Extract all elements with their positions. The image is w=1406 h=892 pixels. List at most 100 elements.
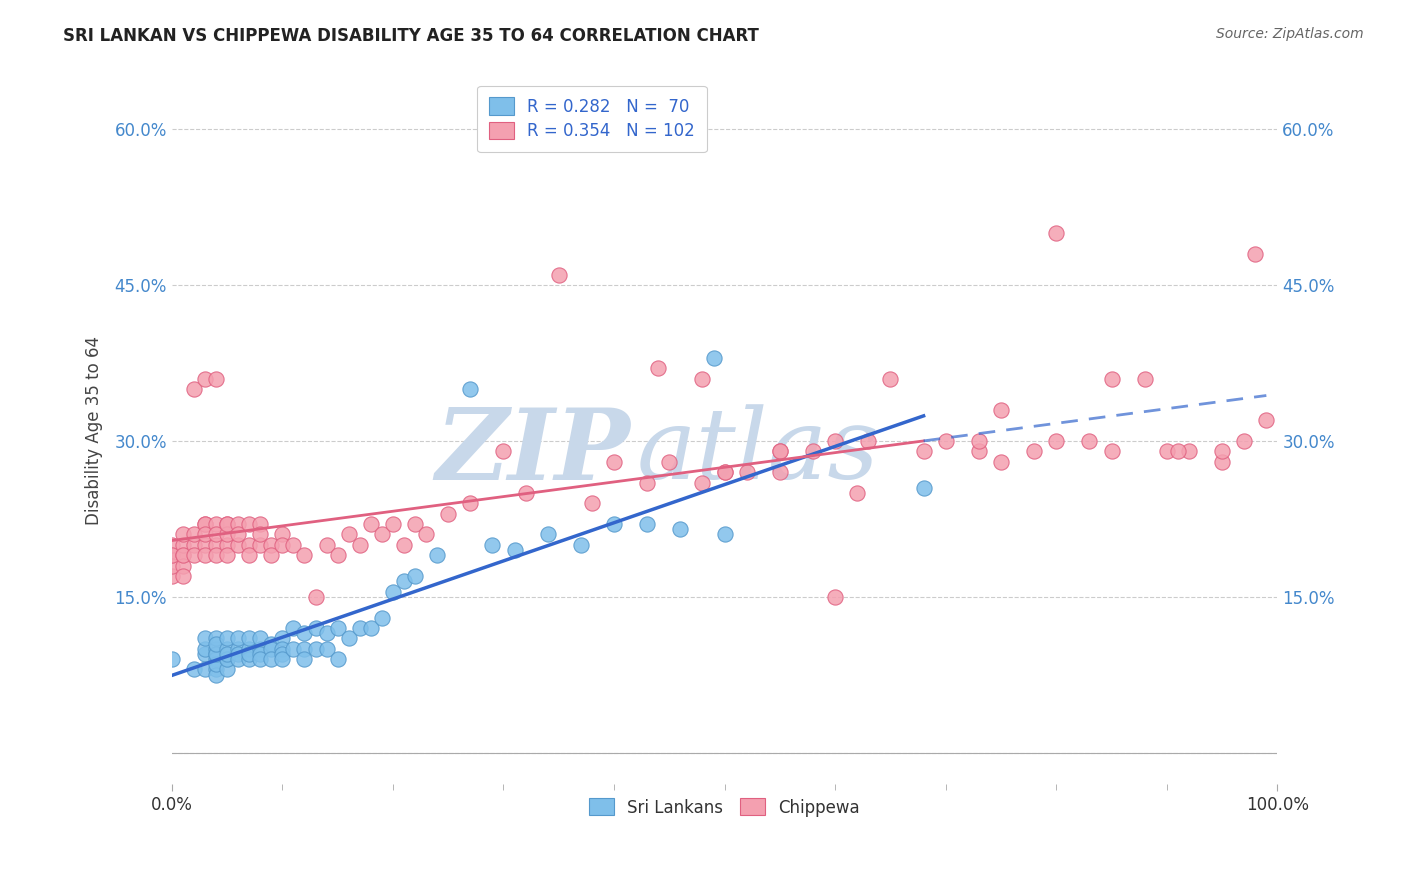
Point (912, 481, 935, 495)
Point (515, 486, 537, 500)
Point (205, 641, 228, 656)
Point (503, 543, 526, 558)
Point (205, 647, 228, 661)
Text: ZIP: ZIP (436, 403, 631, 500)
Point (315, 641, 337, 656)
Point (283, 621, 305, 635)
Point (603, 455, 626, 469)
Point (260, 548, 283, 562)
Point (172, 548, 194, 562)
Point (360, 517, 382, 532)
Point (215, 548, 238, 562)
Point (392, 538, 415, 552)
Point (172, 569, 194, 583)
Point (238, 548, 260, 562)
Text: SRI LANKAN VS CHIPPEWA DISABILITY AGE 35 TO 64 CORRELATION CHART: SRI LANKAN VS CHIPPEWA DISABILITY AGE 35… (63, 27, 759, 45)
Point (238, 538, 260, 552)
Point (349, 621, 371, 635)
Point (360, 621, 382, 635)
Point (194, 548, 217, 562)
Point (1101, 371, 1123, 385)
Point (658, 455, 681, 469)
Y-axis label: Disability Age 35 to 64: Disability Age 35 to 64 (86, 336, 103, 525)
Point (271, 527, 294, 541)
Point (215, 647, 238, 661)
Point (824, 434, 846, 448)
Point (371, 610, 394, 624)
Point (215, 663, 238, 677)
Point (205, 647, 228, 661)
Point (238, 652, 260, 666)
Point (603, 517, 626, 532)
Point (226, 652, 249, 666)
Point (846, 486, 869, 500)
Point (205, 517, 228, 532)
Point (1078, 434, 1101, 448)
Point (326, 548, 349, 562)
Point (172, 538, 194, 552)
Point (172, 548, 194, 562)
Point (371, 527, 394, 541)
Point (160, 569, 183, 583)
Point (404, 569, 426, 583)
Point (1045, 434, 1067, 448)
Point (205, 636, 228, 650)
Point (194, 527, 217, 541)
Point (260, 538, 283, 552)
Point (172, 527, 194, 541)
Point (160, 558, 183, 573)
Point (205, 632, 228, 646)
Point (1045, 226, 1067, 240)
Point (249, 641, 271, 656)
Point (858, 434, 880, 448)
Point (205, 548, 228, 562)
Point (238, 641, 260, 656)
Point (194, 517, 217, 532)
Point (349, 538, 371, 552)
Point (569, 538, 592, 552)
Point (636, 475, 658, 490)
Point (160, 652, 183, 666)
Point (1244, 247, 1267, 261)
Point (337, 527, 360, 541)
Point (492, 444, 515, 458)
Point (183, 382, 205, 396)
Point (183, 548, 205, 562)
Point (990, 455, 1012, 469)
Point (215, 527, 238, 541)
Point (735, 465, 758, 479)
Point (215, 641, 238, 656)
Point (194, 538, 217, 552)
Point (183, 527, 205, 541)
Point (315, 538, 337, 552)
Point (215, 632, 238, 646)
Point (205, 657, 228, 672)
Point (215, 652, 238, 666)
Point (326, 621, 349, 635)
Point (194, 517, 217, 532)
Point (1178, 444, 1201, 458)
Point (1256, 413, 1278, 427)
Point (1167, 444, 1189, 458)
Point (647, 361, 669, 376)
Point (692, 475, 714, 490)
Point (271, 652, 294, 666)
Point (769, 465, 792, 479)
Point (260, 641, 283, 656)
Point (935, 434, 957, 448)
Point (337, 632, 360, 646)
Point (912, 444, 935, 458)
Point (392, 574, 415, 589)
Legend: Sri Lankans, Chippewa: Sri Lankans, Chippewa (581, 790, 869, 825)
Point (205, 667, 228, 681)
Point (249, 647, 271, 661)
Point (669, 522, 692, 536)
Point (249, 538, 271, 552)
Point (260, 652, 283, 666)
Point (205, 371, 228, 385)
Point (702, 351, 724, 365)
Point (194, 647, 217, 661)
Point (249, 527, 271, 541)
Point (713, 465, 735, 479)
Point (205, 652, 228, 666)
